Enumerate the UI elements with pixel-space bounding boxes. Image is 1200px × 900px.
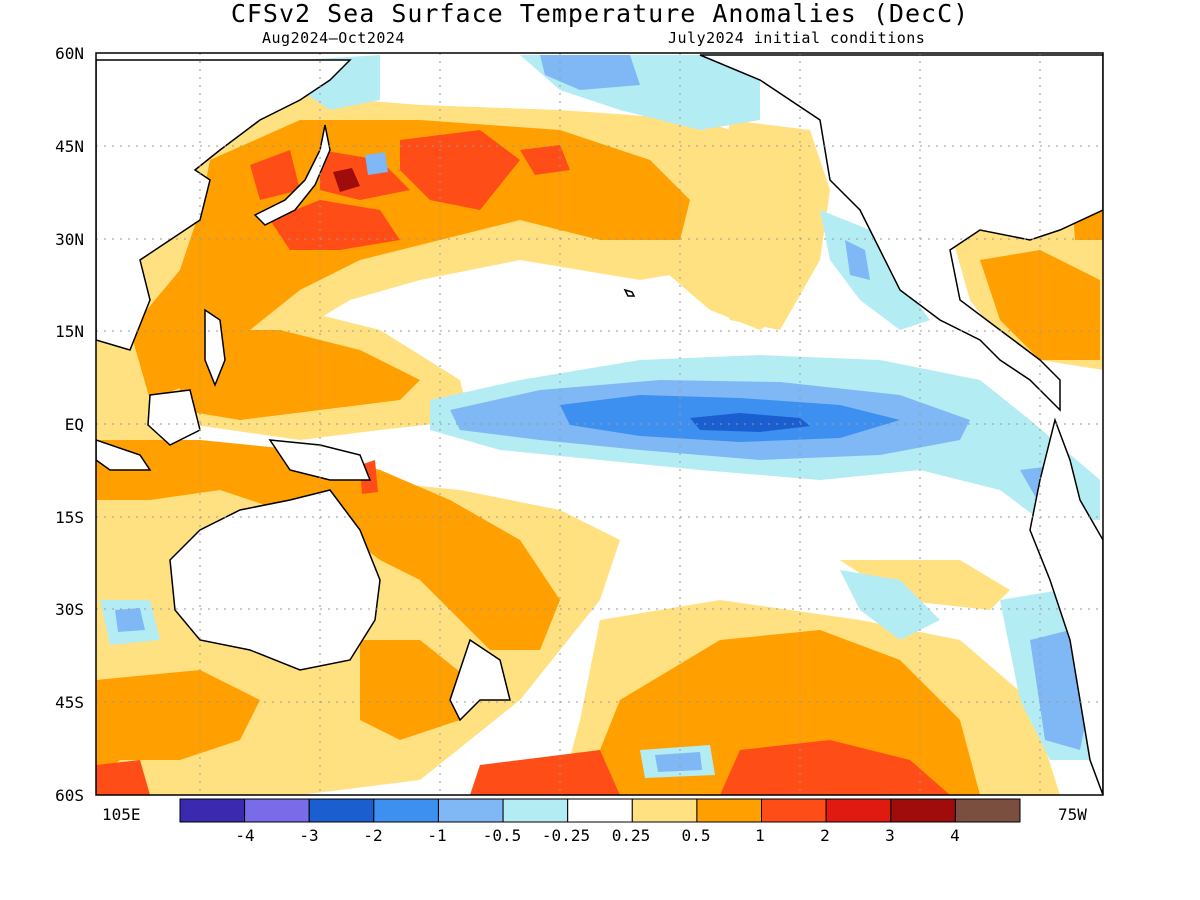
sw-cool-core [115,608,145,632]
tasman-warm [360,640,470,740]
california-cool-core [845,240,870,280]
colorbar-swatch [244,798,310,823]
central-north-warm [640,240,790,330]
plot-frame [95,52,1104,796]
japan-land [253,124,331,226]
colorbar-swatch [954,798,1021,823]
colorbar-swatch [373,798,439,823]
lat-label-30s: 30S [55,600,84,619]
lon-label-west: 105E [102,805,141,824]
asia-coast [96,59,352,351]
south-america-land [1029,417,1103,795]
lat-label-60s: 60S [55,786,84,805]
japan-cool-dot [365,152,388,175]
lat-label-eq: EQ [64,415,84,434]
colorbar-tick: 1 [755,826,765,845]
new-zealand-land [449,638,511,722]
map-title: CFSv2 Sea Surface Temperature Anomalies … [230,0,970,28]
nw-hotspot-small [520,145,570,175]
colorbar-swatch [308,798,375,823]
gulf-warm-core [980,250,1100,360]
colorbar-tick: -0.25 [541,826,591,845]
colorbar-swatch [825,798,892,823]
lat-label-45s: 45S [55,693,84,712]
colorbar-swatch [696,798,763,823]
southeast-cool [840,570,940,640]
philippines-land [204,308,226,388]
colorbar-swatch [761,798,827,823]
sumatra-land [96,439,152,471]
southern-ocean-warm-west [96,670,260,780]
australia-land [169,489,381,671]
lon-label-east: 75W [1058,805,1087,824]
south-pacific-hotspot [720,740,950,795]
california-current-cool [820,210,930,330]
lat-label-45n: 45N [55,137,84,156]
colorbar-swatch [890,798,956,823]
southwest-hotspot [96,760,150,795]
hokkaido-extreme [333,168,360,192]
colorbar-tick: 3 [885,826,895,845]
south-coast-hotspot [470,750,620,795]
nino34-peak-cold [690,413,810,432]
very-strong-cool-anomaly-areas [690,413,810,432]
south-cool-core [655,752,702,772]
lat-label-15s: 15S [55,508,84,527]
maritime-continent-warm [96,440,560,650]
borneo-land [147,389,201,446]
colorbar-tick: -4 [235,826,255,845]
sea-of-japan-hotspot [250,150,300,200]
colorbar-swatch [179,798,246,823]
colorbar-swatch [567,798,633,823]
colorbar-tick: -3 [299,826,319,845]
forecast-period: Aug2024—Oct2024 [262,29,405,47]
mid-south-warm-patch [840,560,1010,610]
colorbar [179,798,1021,823]
colorbar-tick: -2 [363,826,383,845]
hawaii-islands [623,288,636,297]
warm-pool [180,330,420,420]
colorbar-tick: 4 [950,826,960,845]
bering-cool-core [540,55,640,90]
lat-label-30n: 30N [55,230,84,249]
colorbar-tick: 0.5 [681,826,711,845]
colorbar-tick: 2 [820,826,830,845]
colorbar-swatch [631,798,698,823]
colorbar-tick: -1 [427,826,447,845]
initial-conditions: July2024 initial conditions [668,29,926,47]
lat-label-60n: 60N [55,44,84,63]
colorbar-tick: 0.25 [611,826,651,845]
coastlines [96,54,1103,795]
lat-label-15n: 15N [55,322,84,341]
colorbar-swatch [502,798,569,823]
colorbar-swatch [438,798,504,823]
colorbar-tick: -0.5 [482,826,522,845]
north-america-land [699,54,1103,412]
north-pacific-hotspot [400,130,520,210]
extreme-warm-anomaly-areas [333,168,360,192]
japan-hotspot [270,200,400,250]
